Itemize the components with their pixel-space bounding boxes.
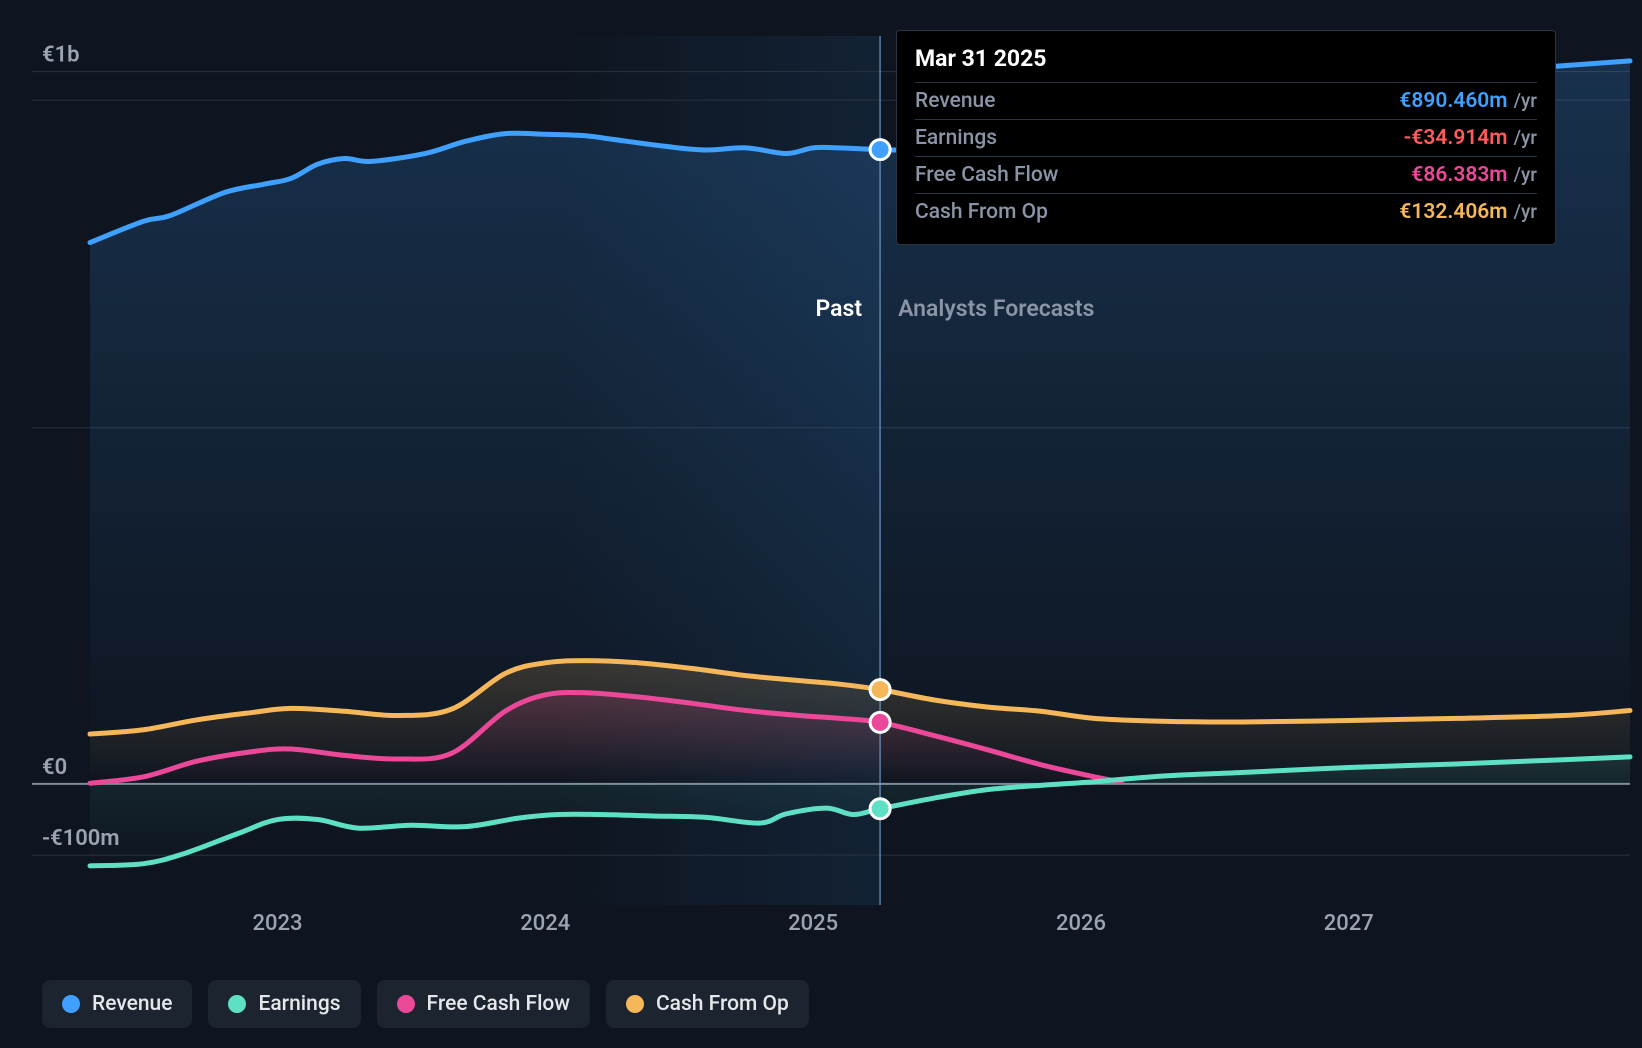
tooltip-row-label: Earnings [915,126,997,150]
tooltip-row-suffix: /yr [1514,126,1537,149]
tooltip-row: Earnings -€34.914m/yr [915,120,1537,157]
y-axis-label: €0 [42,755,67,780]
tooltip-row-value: €86.383m [1411,163,1507,187]
marker-revenue [870,140,890,160]
y-axis-label: €1b [42,43,80,68]
legend-dot-icon [626,995,644,1013]
x-axis-label: 2025 [788,911,838,936]
tooltip-row-suffix: /yr [1514,200,1537,223]
legend-item-free_cash_flow[interactable]: Free Cash Flow [377,980,590,1028]
tooltip-date: Mar 31 2025 [915,45,1537,83]
x-axis-label: 2024 [520,911,570,936]
tooltip-row-suffix: /yr [1514,89,1537,112]
marker-earnings [870,799,890,819]
marker-cash_from_op [870,680,890,700]
legend-dot-icon [397,995,415,1013]
legend-item-label: Earnings [258,992,340,1016]
x-axis-label: 2023 [252,911,302,936]
x-axis-label: 2026 [1056,911,1106,936]
x-axis-label: 2027 [1324,911,1374,936]
legend-item-label: Free Cash Flow [427,992,570,1016]
tooltip-row-suffix: /yr [1514,163,1537,186]
tooltip-row-label: Revenue [915,89,995,113]
y-axis-label: -€100m [42,826,119,851]
tooltip-row: Cash From Op €132.406m/yr [915,194,1537,230]
marker-free_cash_flow [870,712,890,732]
tooltip-row: Revenue €890.460m/yr [915,83,1537,120]
legend-item-earnings[interactable]: Earnings [208,980,360,1028]
legend: Revenue Earnings Free Cash Flow Cash From O… [42,980,809,1028]
hover-tooltip: Mar 31 2025 Revenue €890.460m/yr Earnings -… [896,30,1556,245]
tooltip-row: Free Cash Flow €86.383m/yr [915,157,1537,194]
legend-dot-icon [62,995,80,1013]
legend-item-label: Cash From Op [656,992,789,1016]
tooltip-row-label: Cash From Op [915,200,1048,224]
legend-item-label: Revenue [92,992,172,1016]
context-past-label: Past [816,295,863,322]
tooltip-row-value: -€34.914m [1404,126,1508,150]
legend-dot-icon [228,995,246,1013]
context-forecast-label: Analysts Forecasts [898,295,1094,322]
tooltip-row-label: Free Cash Flow [915,163,1058,187]
financial-chart: €1b €0 -€100m 2023 2024 2025 2026 2027 Past Analy… [0,0,1642,1048]
tooltip-row-value: €890.460m [1399,89,1507,113]
legend-item-cash_from_op[interactable]: Cash From Op [606,980,809,1028]
legend-item-revenue[interactable]: Revenue [42,980,192,1028]
tooltip-row-value: €132.406m [1399,200,1507,224]
